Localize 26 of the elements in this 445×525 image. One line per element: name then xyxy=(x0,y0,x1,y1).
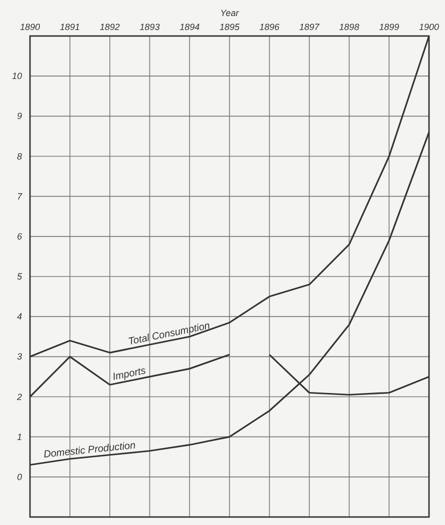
x-tick-label: 1896 xyxy=(259,22,280,32)
x-tick-label: 1899 xyxy=(379,22,400,32)
text: Imports xyxy=(112,366,147,383)
y-tick-label: 6 xyxy=(16,231,22,242)
y-tick-label: 0 xyxy=(16,472,22,482)
x-axis-title: Year xyxy=(220,8,240,18)
x-tick-label: 1891 xyxy=(60,22,80,32)
text: Domestic Production xyxy=(43,440,136,460)
y-tick-label: 1 xyxy=(16,432,22,442)
y-tick-label: 5 xyxy=(16,272,23,282)
y-tick-label: 2 xyxy=(16,392,22,402)
y-tick-label: 9 xyxy=(16,111,22,122)
x-tick-label: 1897 xyxy=(299,22,320,32)
y-tick-label: 10 xyxy=(12,71,22,82)
y-tick-label: 4 xyxy=(16,312,22,322)
x-tick-label: 1892 xyxy=(100,22,120,32)
x-tick-label: 1895 xyxy=(219,22,240,32)
y-tick-label: 3 xyxy=(16,352,22,362)
x-tick-label: 1900 xyxy=(418,22,440,32)
text: Total Consumption xyxy=(127,320,212,348)
y-tick-label: 8 xyxy=(16,151,22,162)
y-tick-label: 7 xyxy=(16,191,23,202)
x-tick-label: 1893 xyxy=(140,22,160,32)
x-tick-label: 1890 xyxy=(20,22,40,32)
x-tick-label: 1894 xyxy=(180,22,200,32)
x-tick-label: 1898 xyxy=(339,22,360,32)
